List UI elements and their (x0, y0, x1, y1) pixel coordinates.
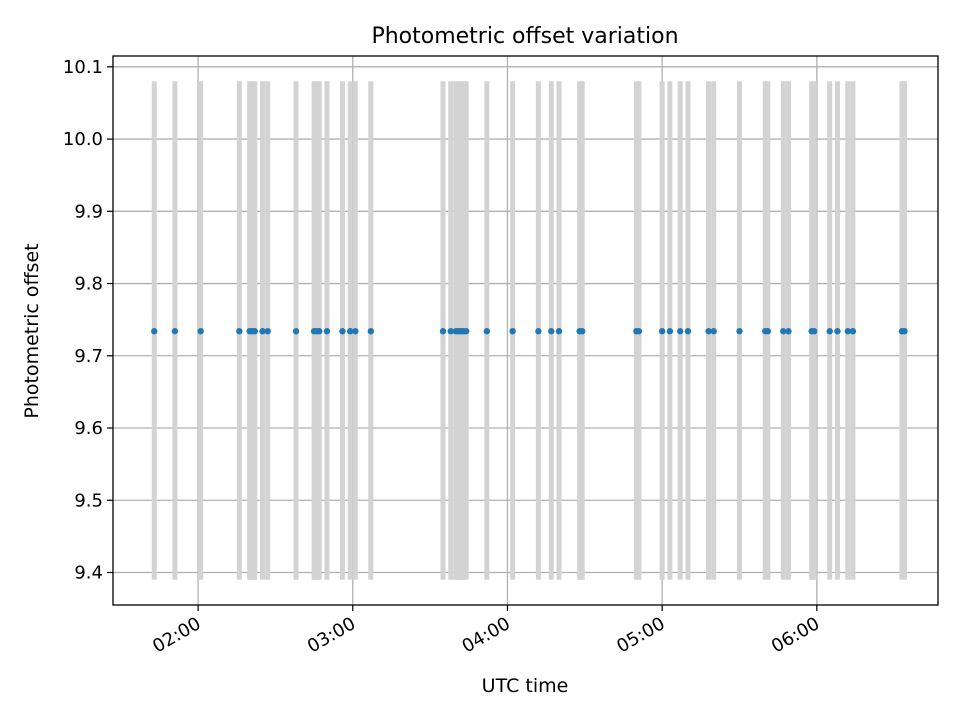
data-point (346, 328, 354, 335)
data-point (676, 328, 684, 335)
data-point (367, 328, 375, 335)
data-point (339, 328, 346, 335)
data-point (264, 328, 271, 335)
data-point (555, 328, 563, 335)
data-point (811, 328, 818, 335)
y-tick-label: 9.6 (74, 418, 103, 439)
data-point (463, 328, 470, 335)
y-tick-label: 9.4 (74, 562, 103, 583)
data-point (844, 328, 851, 335)
data-point (316, 328, 323, 335)
data-point (785, 328, 792, 335)
data-point (579, 328, 586, 335)
y-tick-label: 9.5 (74, 490, 103, 511)
y-tick-label: 9.7 (74, 346, 103, 367)
data-point (901, 328, 908, 335)
data-point (439, 328, 447, 335)
data-point (197, 328, 204, 335)
data-point (483, 328, 491, 335)
data-point (352, 328, 359, 335)
data-point (151, 328, 158, 335)
axes-frame (112, 55, 939, 606)
data-point (447, 328, 454, 335)
data-point (710, 328, 717, 335)
data-point (509, 328, 516, 335)
data-point (736, 328, 743, 335)
data-point (826, 328, 833, 335)
y-tick-label: 9.8 (74, 274, 103, 295)
data-point (849, 328, 857, 335)
y-tick-label: 9.9 (74, 201, 103, 222)
data-point (292, 328, 300, 335)
data-point (834, 328, 841, 335)
plot-area: 9.49.59.69.79.89.910.010.102:00 03:00 04:0… (63, 55, 939, 657)
x-axis-label: UTC time (482, 675, 569, 697)
data-point (658, 328, 666, 335)
y-tick-label: 10.1 (63, 57, 103, 78)
data-point (259, 328, 266, 335)
y-tick-label: 10.0 (63, 129, 103, 150)
data-point (548, 328, 555, 335)
data-point (635, 328, 643, 335)
y-axis-label: Photometric offset (21, 243, 43, 418)
data-point (705, 328, 712, 335)
data-point (684, 328, 692, 335)
chart-title: Photometric offset variation (371, 24, 678, 49)
data-point (323, 328, 331, 335)
data-point (764, 328, 772, 335)
data-point (780, 328, 787, 335)
data-point (171, 328, 179, 335)
data-point (236, 328, 243, 335)
data-point (251, 328, 258, 335)
data-point (535, 328, 542, 335)
data-point (666, 328, 674, 335)
